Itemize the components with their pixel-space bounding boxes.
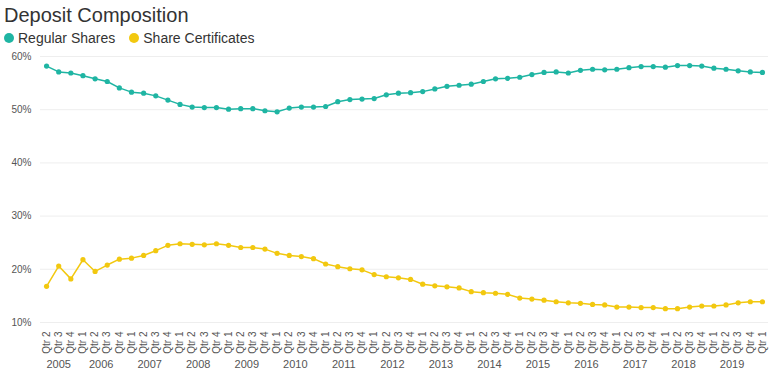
svg-text:Qtr 1: Qtr 1 xyxy=(368,331,379,354)
svg-text:Qtr 3: Qtr 3 xyxy=(732,331,743,354)
svg-text:Qtr 3: Qtr 3 xyxy=(53,331,64,354)
svg-text:Qtr 1: Qtr 1 xyxy=(320,331,331,354)
svg-text:Qtr 3: Qtr 3 xyxy=(393,331,404,354)
svg-text:Qtr 1: Qtr 1 xyxy=(465,331,476,354)
svg-text:Qtr 2: Qtr 2 xyxy=(381,331,392,354)
svg-text:Qtr 3: Qtr 3 xyxy=(587,331,598,354)
svg-text:Qtr 4: Qtr 4 xyxy=(162,331,173,354)
svg-text:Qtr 1: Qtr 1 xyxy=(126,331,137,354)
svg-text:2011: 2011 xyxy=(332,358,356,370)
svg-text:Qtr 2: Qtr 2 xyxy=(575,331,586,354)
svg-text:Qtr 2: Qtr 2 xyxy=(89,331,100,354)
svg-text:Qtr 2: Qtr 2 xyxy=(672,331,683,354)
svg-text:2018: 2018 xyxy=(671,358,695,370)
svg-text:Qtr 4: Qtr 4 xyxy=(114,331,125,354)
html-text:Regular Shares: Regular Shares xyxy=(18,30,116,46)
svg-text:Qtr 2: Qtr 2 xyxy=(478,331,489,354)
svg-text:Qtr 4: Qtr 4 xyxy=(259,331,270,354)
svg-text:Qtr 4: Qtr 4 xyxy=(647,331,658,354)
svg-text:Qtr 4: Qtr 4 xyxy=(356,331,367,354)
svg-text:Qtr 1: Qtr 1 xyxy=(660,331,671,354)
svg-text:Qtr 4: Qtr 4 xyxy=(211,331,222,354)
svg-text:Qtr 2: Qtr 2 xyxy=(235,331,246,354)
svg-text:Qtr 4: Qtr 4 xyxy=(550,331,561,354)
svg-text:2016: 2016 xyxy=(574,358,598,370)
svg-text:2007: 2007 xyxy=(137,358,161,370)
svg-text:Qtr 3: Qtr 3 xyxy=(441,331,452,354)
svg-text:2006: 2006 xyxy=(89,358,113,370)
svg-text:Qtr 3: Qtr 3 xyxy=(101,331,112,354)
svg-text:Qtr 4: Qtr 4 xyxy=(502,331,513,354)
svg-text:Qtr 1: Qtr 1 xyxy=(417,331,428,354)
svg-text:2009: 2009 xyxy=(235,358,259,370)
svg-text:Qtr 3: Qtr 3 xyxy=(635,331,646,354)
svg-text:Qtr 3: Qtr 3 xyxy=(344,331,355,354)
svg-text:Qtr 2: Qtr 2 xyxy=(526,331,537,354)
svg-text:Qtr 3: Qtr 3 xyxy=(199,331,210,354)
svg-text:Qtr 3: Qtr 3 xyxy=(684,331,695,354)
svg-text:Qtr 1: Qtr 1 xyxy=(223,331,234,354)
svg-text:2005: 2005 xyxy=(46,358,70,370)
svg-text:Qtr 3: Qtr 3 xyxy=(247,331,258,354)
svg-text:Qtr 4: Qtr 4 xyxy=(745,331,756,354)
svg-text:Qtr 3: Qtr 3 xyxy=(296,331,307,354)
svg-text:Qtr 4: Qtr 4 xyxy=(65,331,76,354)
svg-text:2014: 2014 xyxy=(477,358,501,370)
svg-text:60%: 60% xyxy=(11,51,31,62)
svg-text:Qtr 1: Qtr 1 xyxy=(563,331,574,354)
html-text:Deposit Composition: Deposit Composition xyxy=(4,4,189,26)
svg-text:Qtr 4: Qtr 4 xyxy=(599,331,610,354)
svg-text:10%: 10% xyxy=(11,317,31,328)
svg-text:50%: 50% xyxy=(11,104,31,115)
svg-text:2015: 2015 xyxy=(526,358,550,370)
svg-text:2012: 2012 xyxy=(380,358,404,370)
svg-text:Qtr 2: Qtr 2 xyxy=(283,331,294,354)
svg-text:Qtr 4: Qtr 4 xyxy=(308,331,319,354)
svg-text:Qtr 4: Qtr 4 xyxy=(696,331,707,354)
svg-text:2013: 2013 xyxy=(429,358,453,370)
svg-text:Qtr 2: Qtr 2 xyxy=(429,331,440,354)
svg-text:40%: 40% xyxy=(11,157,31,168)
svg-text:Qtr 1: Qtr 1 xyxy=(174,331,185,354)
html-text:Share Certificates: Share Certificates xyxy=(143,30,255,46)
svg-text:2019: 2019 xyxy=(720,358,744,370)
svg-text:Qtr 1: Qtr 1 xyxy=(271,331,282,354)
svg-text:30%: 30% xyxy=(11,210,31,221)
svg-text:2010: 2010 xyxy=(283,358,307,370)
svg-text:Qtr 2: Qtr 2 xyxy=(138,331,149,354)
svg-text:Qtr 1: Qtr 1 xyxy=(757,331,768,354)
svg-text:Qtr 2: Qtr 2 xyxy=(720,331,731,354)
svg-text:Qtr 1: Qtr 1 xyxy=(514,331,525,354)
svg-text:Qtr 3: Qtr 3 xyxy=(538,331,549,354)
svg-text:Qtr 1: Qtr 1 xyxy=(77,331,88,354)
svg-text:Qtr 1: Qtr 1 xyxy=(611,331,622,354)
svg-text:Qtr 2: Qtr 2 xyxy=(332,331,343,354)
svg-text:Qtr 1: Qtr 1 xyxy=(708,331,719,354)
svg-text:Qtr 3: Qtr 3 xyxy=(490,331,501,354)
svg-text:Qtr 2: Qtr 2 xyxy=(41,331,52,354)
svg-text:Qtr 2: Qtr 2 xyxy=(623,331,634,354)
svg-text:2017: 2017 xyxy=(623,358,647,370)
svg-text:Qtr 4: Qtr 4 xyxy=(405,331,416,354)
svg-text:20%: 20% xyxy=(11,264,31,275)
svg-text:2008: 2008 xyxy=(186,358,210,370)
svg-text:Qtr 3: Qtr 3 xyxy=(150,331,161,354)
svg-text:Qtr 4: Qtr 4 xyxy=(453,331,464,354)
svg-text:Qtr 2: Qtr 2 xyxy=(186,331,197,354)
